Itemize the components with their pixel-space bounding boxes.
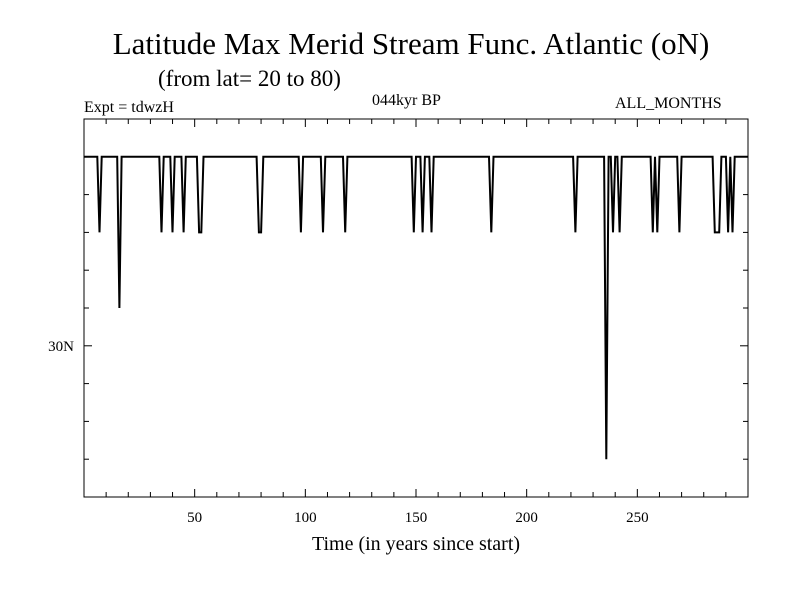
x-tick-label: 200 xyxy=(515,510,538,526)
plot-frame xyxy=(83,118,749,498)
x-axis-label: Time (in years since start) xyxy=(311,533,521,555)
x-tick-label: 150 xyxy=(405,510,428,526)
series-line xyxy=(84,155,748,460)
months-label: ALL_MONTHS xyxy=(615,95,722,112)
x-tick-label: 50 xyxy=(187,510,202,526)
x-tick-label: 250 xyxy=(626,510,649,526)
x-tick-label: 100 xyxy=(294,510,317,526)
axis-tick-labels: 50 100 150 200 250 30N xyxy=(48,339,648,526)
series-layer xyxy=(84,155,748,460)
axis-ticks xyxy=(84,119,748,497)
y-tick-label: 30N xyxy=(48,339,74,355)
experiment-label: Expt = tdwzH xyxy=(84,99,174,116)
chart-subtitle: (from lat= 20 to 80) xyxy=(158,66,341,91)
period-label: 044kyr BP xyxy=(372,92,441,109)
chart-title: Latitude Max Merid Stream Func. Atlantic… xyxy=(112,26,710,61)
